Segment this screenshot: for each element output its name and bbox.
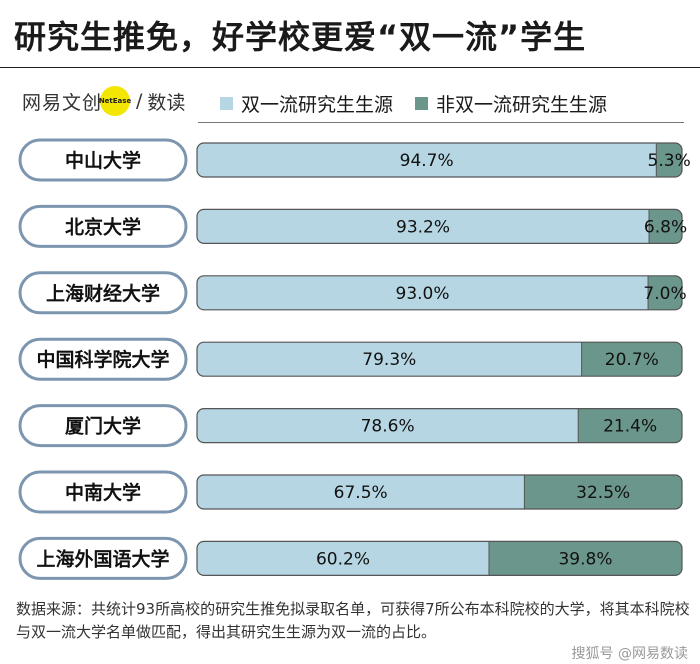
- legend-item-fei: 非双一流研究生生源: [415, 90, 607, 117]
- bar-segment-shuangyiliu: [197, 143, 657, 177]
- bar-outline: [196, 275, 683, 311]
- school-label-frame: [18, 138, 188, 182]
- footer-watermark: 搜狐号 @网易数读: [571, 646, 688, 662]
- chart-title: 研究生推免，好学校更爱“双一流”学生: [14, 18, 587, 56]
- value-label-fei: 20.7%: [605, 350, 659, 370]
- bar-outline: [196, 408, 683, 444]
- value-label-shuangyiliu: 93.2%: [396, 217, 450, 237]
- value-label-shuangyiliu: 78.6%: [361, 417, 415, 437]
- legend-divider: [198, 122, 684, 123]
- legend-label-fei: 非双一流研究生生源: [436, 94, 608, 116]
- brand-badge-icon: NetEase: [99, 86, 131, 116]
- value-label-shuangyiliu: 94.7%: [400, 151, 454, 171]
- school-label-frame: [18, 337, 188, 381]
- bar-segment-shuangyiliu: [197, 342, 582, 377]
- value-label-fei: 7.0%: [643, 284, 686, 304]
- bar-outline: [196, 341, 683, 377]
- brand-slash: /: [136, 90, 143, 112]
- school-label: 上海财经大学: [46, 282, 160, 305]
- source-footnote: 数据来源：共统计93所高校的研究生推免拟录取名单，可获得7所公布本科院校的大学，…: [16, 600, 690, 641]
- brand-logo: 网易文创 NetEase / 数读: [22, 86, 185, 116]
- legend-swatch-shuangyiliu: [220, 97, 233, 110]
- bar-outline: [196, 540, 683, 577]
- chart-legend: 双一流研究生生源 非双一流研究生生源: [220, 90, 629, 117]
- bar-segment-shuangyiliu: [197, 408, 579, 443]
- bar-outline: [196, 142, 683, 178]
- bar-segment-shuangyiliu-edge: [516, 475, 525, 509]
- bar-segment-shuangyiliu-edge: [640, 275, 649, 310]
- school-label: 中南大学: [65, 481, 141, 504]
- school-label: 上海外国语大学: [36, 547, 169, 570]
- school-label-frame: [18, 536, 188, 580]
- value-label-fei: 5.3%: [648, 151, 691, 171]
- value-label-shuangyiliu: 67.5%: [334, 483, 388, 503]
- school-label: 厦门大学: [65, 415, 141, 438]
- brand-section: 数读: [147, 91, 186, 114]
- bar-segment-shuangyiliu: [197, 541, 489, 576]
- title-divider: [0, 67, 700, 68]
- school-label-frame: [18, 404, 188, 448]
- value-label-fei: 6.8%: [644, 217, 687, 237]
- legend-item-shuangyiliu: 双一流研究生生源: [220, 90, 393, 117]
- bar-segment-shuangyiliu: [197, 475, 525, 509]
- value-label-fei: 39.8%: [558, 549, 612, 569]
- bar-segment-shuangyiliu-edge: [648, 143, 657, 177]
- bar-segment-shuangyiliu-edge: [641, 209, 650, 244]
- legend-swatch-fei: [415, 97, 429, 110]
- value-label-fei: 32.5%: [576, 483, 630, 503]
- bar-segment-shuangyiliu-edge: [480, 541, 489, 576]
- bar-outline: [196, 208, 683, 244]
- value-label-shuangyiliu: 93.0%: [396, 284, 450, 304]
- legend-label-shuangyiliu: 双一流研究生生源: [241, 94, 394, 116]
- bar-segment-shuangyiliu-edge: [573, 342, 582, 377]
- brand-wordmark: 网易文创: [22, 91, 103, 114]
- bar-segment-shuangyiliu-edge: [570, 408, 579, 443]
- school-label: 中国科学院大学: [36, 348, 169, 371]
- school-label: 北京大学: [65, 215, 141, 238]
- value-label-shuangyiliu: 60.2%: [316, 549, 370, 569]
- school-label: 中山大学: [65, 149, 141, 172]
- school-label-frame: [18, 470, 188, 514]
- school-label-frame: [18, 204, 188, 248]
- school-label-frame: [18, 271, 188, 315]
- value-label-fei: 21.4%: [603, 417, 657, 437]
- value-label-shuangyiliu: 79.3%: [362, 350, 416, 370]
- bar-segment-shuangyiliu: [197, 275, 649, 310]
- bar-outline: [196, 474, 683, 510]
- bar-segment-shuangyiliu: [197, 209, 650, 244]
